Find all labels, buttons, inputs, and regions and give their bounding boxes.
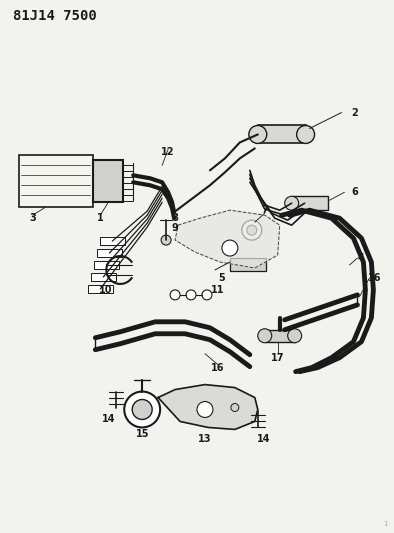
Text: 4: 4 bbox=[358, 253, 365, 263]
Text: 17: 17 bbox=[271, 353, 284, 362]
Bar bbox=[91, 273, 116, 281]
Text: 7: 7 bbox=[261, 205, 268, 215]
Circle shape bbox=[132, 400, 152, 419]
Bar bbox=[230, 258, 266, 271]
Circle shape bbox=[249, 125, 267, 143]
Bar bbox=[88, 285, 113, 293]
Text: 12: 12 bbox=[162, 148, 175, 157]
Text: 14: 14 bbox=[257, 434, 271, 445]
Circle shape bbox=[247, 225, 257, 235]
Polygon shape bbox=[158, 385, 258, 430]
Text: 6: 6 bbox=[351, 187, 358, 197]
Circle shape bbox=[186, 290, 196, 300]
Text: 9: 9 bbox=[172, 223, 178, 233]
Circle shape bbox=[258, 329, 272, 343]
Text: 16: 16 bbox=[368, 273, 381, 283]
Text: 81J14 7500: 81J14 7500 bbox=[13, 9, 97, 23]
Circle shape bbox=[297, 125, 314, 143]
Text: 14: 14 bbox=[102, 415, 115, 424]
Bar bbox=[265, 330, 295, 342]
Text: 8: 8 bbox=[172, 213, 178, 223]
Text: 10: 10 bbox=[98, 285, 112, 295]
Circle shape bbox=[288, 329, 302, 343]
Circle shape bbox=[285, 196, 299, 210]
Circle shape bbox=[202, 290, 212, 300]
Bar bbox=[292, 196, 327, 210]
Circle shape bbox=[170, 290, 180, 300]
Text: 16: 16 bbox=[211, 362, 225, 373]
Circle shape bbox=[231, 403, 239, 411]
Bar bbox=[100, 237, 125, 245]
Text: 1: 1 bbox=[97, 213, 104, 223]
Text: 3: 3 bbox=[29, 213, 36, 223]
Text: 13: 13 bbox=[198, 434, 212, 445]
Circle shape bbox=[222, 240, 238, 256]
Circle shape bbox=[124, 392, 160, 427]
Circle shape bbox=[197, 401, 213, 417]
Text: 2: 2 bbox=[351, 108, 358, 118]
Circle shape bbox=[161, 235, 171, 245]
Bar bbox=[19, 156, 93, 207]
Text: 15: 15 bbox=[136, 430, 149, 439]
Text: 5: 5 bbox=[219, 273, 225, 283]
Bar bbox=[95, 261, 119, 269]
Polygon shape bbox=[175, 210, 280, 268]
Bar bbox=[97, 249, 122, 257]
Bar bbox=[93, 160, 123, 202]
Bar bbox=[258, 125, 306, 143]
Text: 1: 1 bbox=[383, 521, 387, 527]
Circle shape bbox=[242, 220, 262, 240]
Text: 11: 11 bbox=[211, 285, 225, 295]
